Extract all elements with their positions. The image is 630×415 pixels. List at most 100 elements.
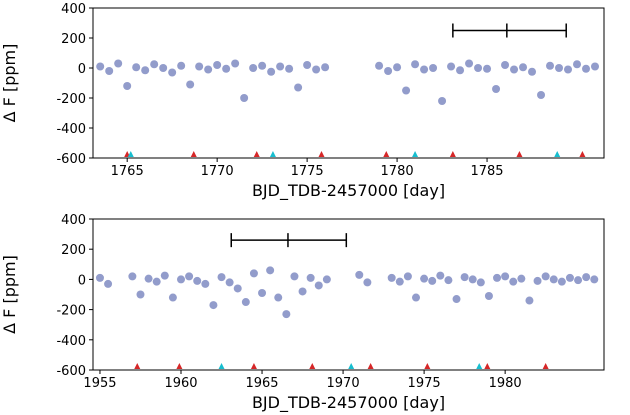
data-point bbox=[217, 273, 226, 282]
data-point bbox=[105, 67, 114, 75]
data-point bbox=[290, 272, 299, 281]
data-point bbox=[96, 62, 105, 71]
transit-marker bbox=[367, 363, 374, 369]
data-point bbox=[240, 94, 249, 102]
data-point bbox=[468, 275, 477, 284]
transit-marker bbox=[253, 151, 260, 157]
data-point bbox=[267, 67, 276, 76]
data-point bbox=[298, 287, 307, 296]
x-axis-label: BJD_TDB-2457000 [day] bbox=[252, 393, 445, 413]
y-tick-label: -600 bbox=[56, 364, 86, 379]
data-point bbox=[517, 274, 526, 283]
data-point bbox=[411, 60, 420, 69]
data-point bbox=[403, 272, 412, 281]
data-point bbox=[177, 61, 186, 70]
x-axis-label: BJD_TDB-2457000 [day] bbox=[252, 181, 445, 201]
y-tick-label: 400 bbox=[61, 2, 86, 17]
data-point bbox=[387, 273, 396, 282]
data-point bbox=[168, 293, 177, 302]
transit-marker bbox=[269, 151, 276, 157]
y-tick-label: 400 bbox=[61, 213, 86, 228]
data-point bbox=[537, 91, 546, 99]
x-tick-label: 1965 bbox=[245, 376, 278, 391]
transit-marker bbox=[542, 363, 549, 369]
transit-marker bbox=[554, 151, 561, 157]
transit-marker bbox=[476, 363, 483, 369]
data-point bbox=[573, 60, 582, 69]
data-point bbox=[258, 61, 267, 70]
data-point bbox=[136, 290, 145, 299]
data-point bbox=[444, 276, 453, 285]
data-point bbox=[306, 273, 315, 282]
data-point bbox=[501, 272, 510, 281]
y-tick-label: 200 bbox=[61, 243, 86, 258]
data-point bbox=[420, 65, 429, 74]
data-point bbox=[185, 272, 194, 281]
data-point bbox=[483, 64, 492, 73]
transit-marker bbox=[190, 151, 197, 157]
data-point bbox=[501, 61, 510, 69]
data-point bbox=[144, 274, 153, 283]
plot-frame bbox=[92, 218, 605, 371]
data-point bbox=[104, 279, 113, 288]
transit-marker bbox=[309, 363, 316, 369]
data-point bbox=[123, 82, 132, 90]
y-tick-label: -400 bbox=[56, 122, 86, 137]
data-point bbox=[509, 277, 518, 286]
y-tick-label: -200 bbox=[56, 92, 86, 107]
data-point bbox=[393, 63, 402, 72]
data-point bbox=[519, 63, 528, 72]
y-tick-label: 0 bbox=[78, 273, 86, 288]
data-point bbox=[204, 65, 213, 74]
data-point bbox=[582, 273, 591, 282]
plot-frame bbox=[92, 7, 605, 159]
data-point bbox=[95, 273, 104, 282]
data-point bbox=[168, 68, 177, 77]
transit-marker bbox=[449, 151, 456, 157]
y-tick-label: 200 bbox=[61, 32, 86, 47]
data-point bbox=[402, 86, 411, 95]
transit-marker bbox=[579, 151, 586, 157]
data-point bbox=[363, 278, 372, 287]
data-point bbox=[395, 277, 404, 286]
data-point bbox=[249, 64, 258, 72]
data-point bbox=[428, 276, 437, 285]
data-point bbox=[541, 272, 550, 281]
data-point bbox=[321, 63, 330, 72]
data-point bbox=[591, 62, 600, 71]
data-point bbox=[375, 61, 384, 70]
data-point bbox=[132, 63, 141, 72]
data-point bbox=[555, 64, 564, 72]
data-point bbox=[429, 64, 438, 72]
data-point bbox=[258, 288, 267, 297]
data-point bbox=[412, 293, 421, 302]
data-point bbox=[525, 296, 534, 305]
y-axis-label: Δ F [ppm] bbox=[0, 44, 19, 123]
data-point bbox=[533, 276, 542, 285]
data-point bbox=[186, 80, 195, 89]
data-point bbox=[209, 301, 218, 310]
transit-marker bbox=[134, 363, 141, 369]
data-point bbox=[222, 64, 231, 73]
data-point bbox=[465, 59, 474, 68]
data-point bbox=[114, 59, 123, 68]
data-point bbox=[492, 85, 501, 93]
data-point bbox=[312, 65, 321, 74]
data-point bbox=[436, 271, 445, 280]
data-point bbox=[493, 273, 502, 282]
data-point bbox=[474, 64, 483, 72]
data-point bbox=[285, 64, 294, 73]
data-point bbox=[484, 292, 493, 301]
data-point bbox=[582, 64, 591, 73]
data-point bbox=[549, 275, 558, 284]
data-point bbox=[476, 278, 485, 287]
data-point bbox=[177, 275, 186, 284]
x-tick-label: 1785 bbox=[470, 164, 503, 179]
data-point bbox=[590, 275, 599, 284]
x-tick-label: 1960 bbox=[164, 376, 197, 391]
data-point bbox=[510, 65, 519, 74]
transit-marker bbox=[412, 151, 419, 157]
data-point bbox=[528, 67, 537, 76]
data-point bbox=[241, 298, 250, 307]
y-tick-label: 0 bbox=[78, 62, 86, 77]
